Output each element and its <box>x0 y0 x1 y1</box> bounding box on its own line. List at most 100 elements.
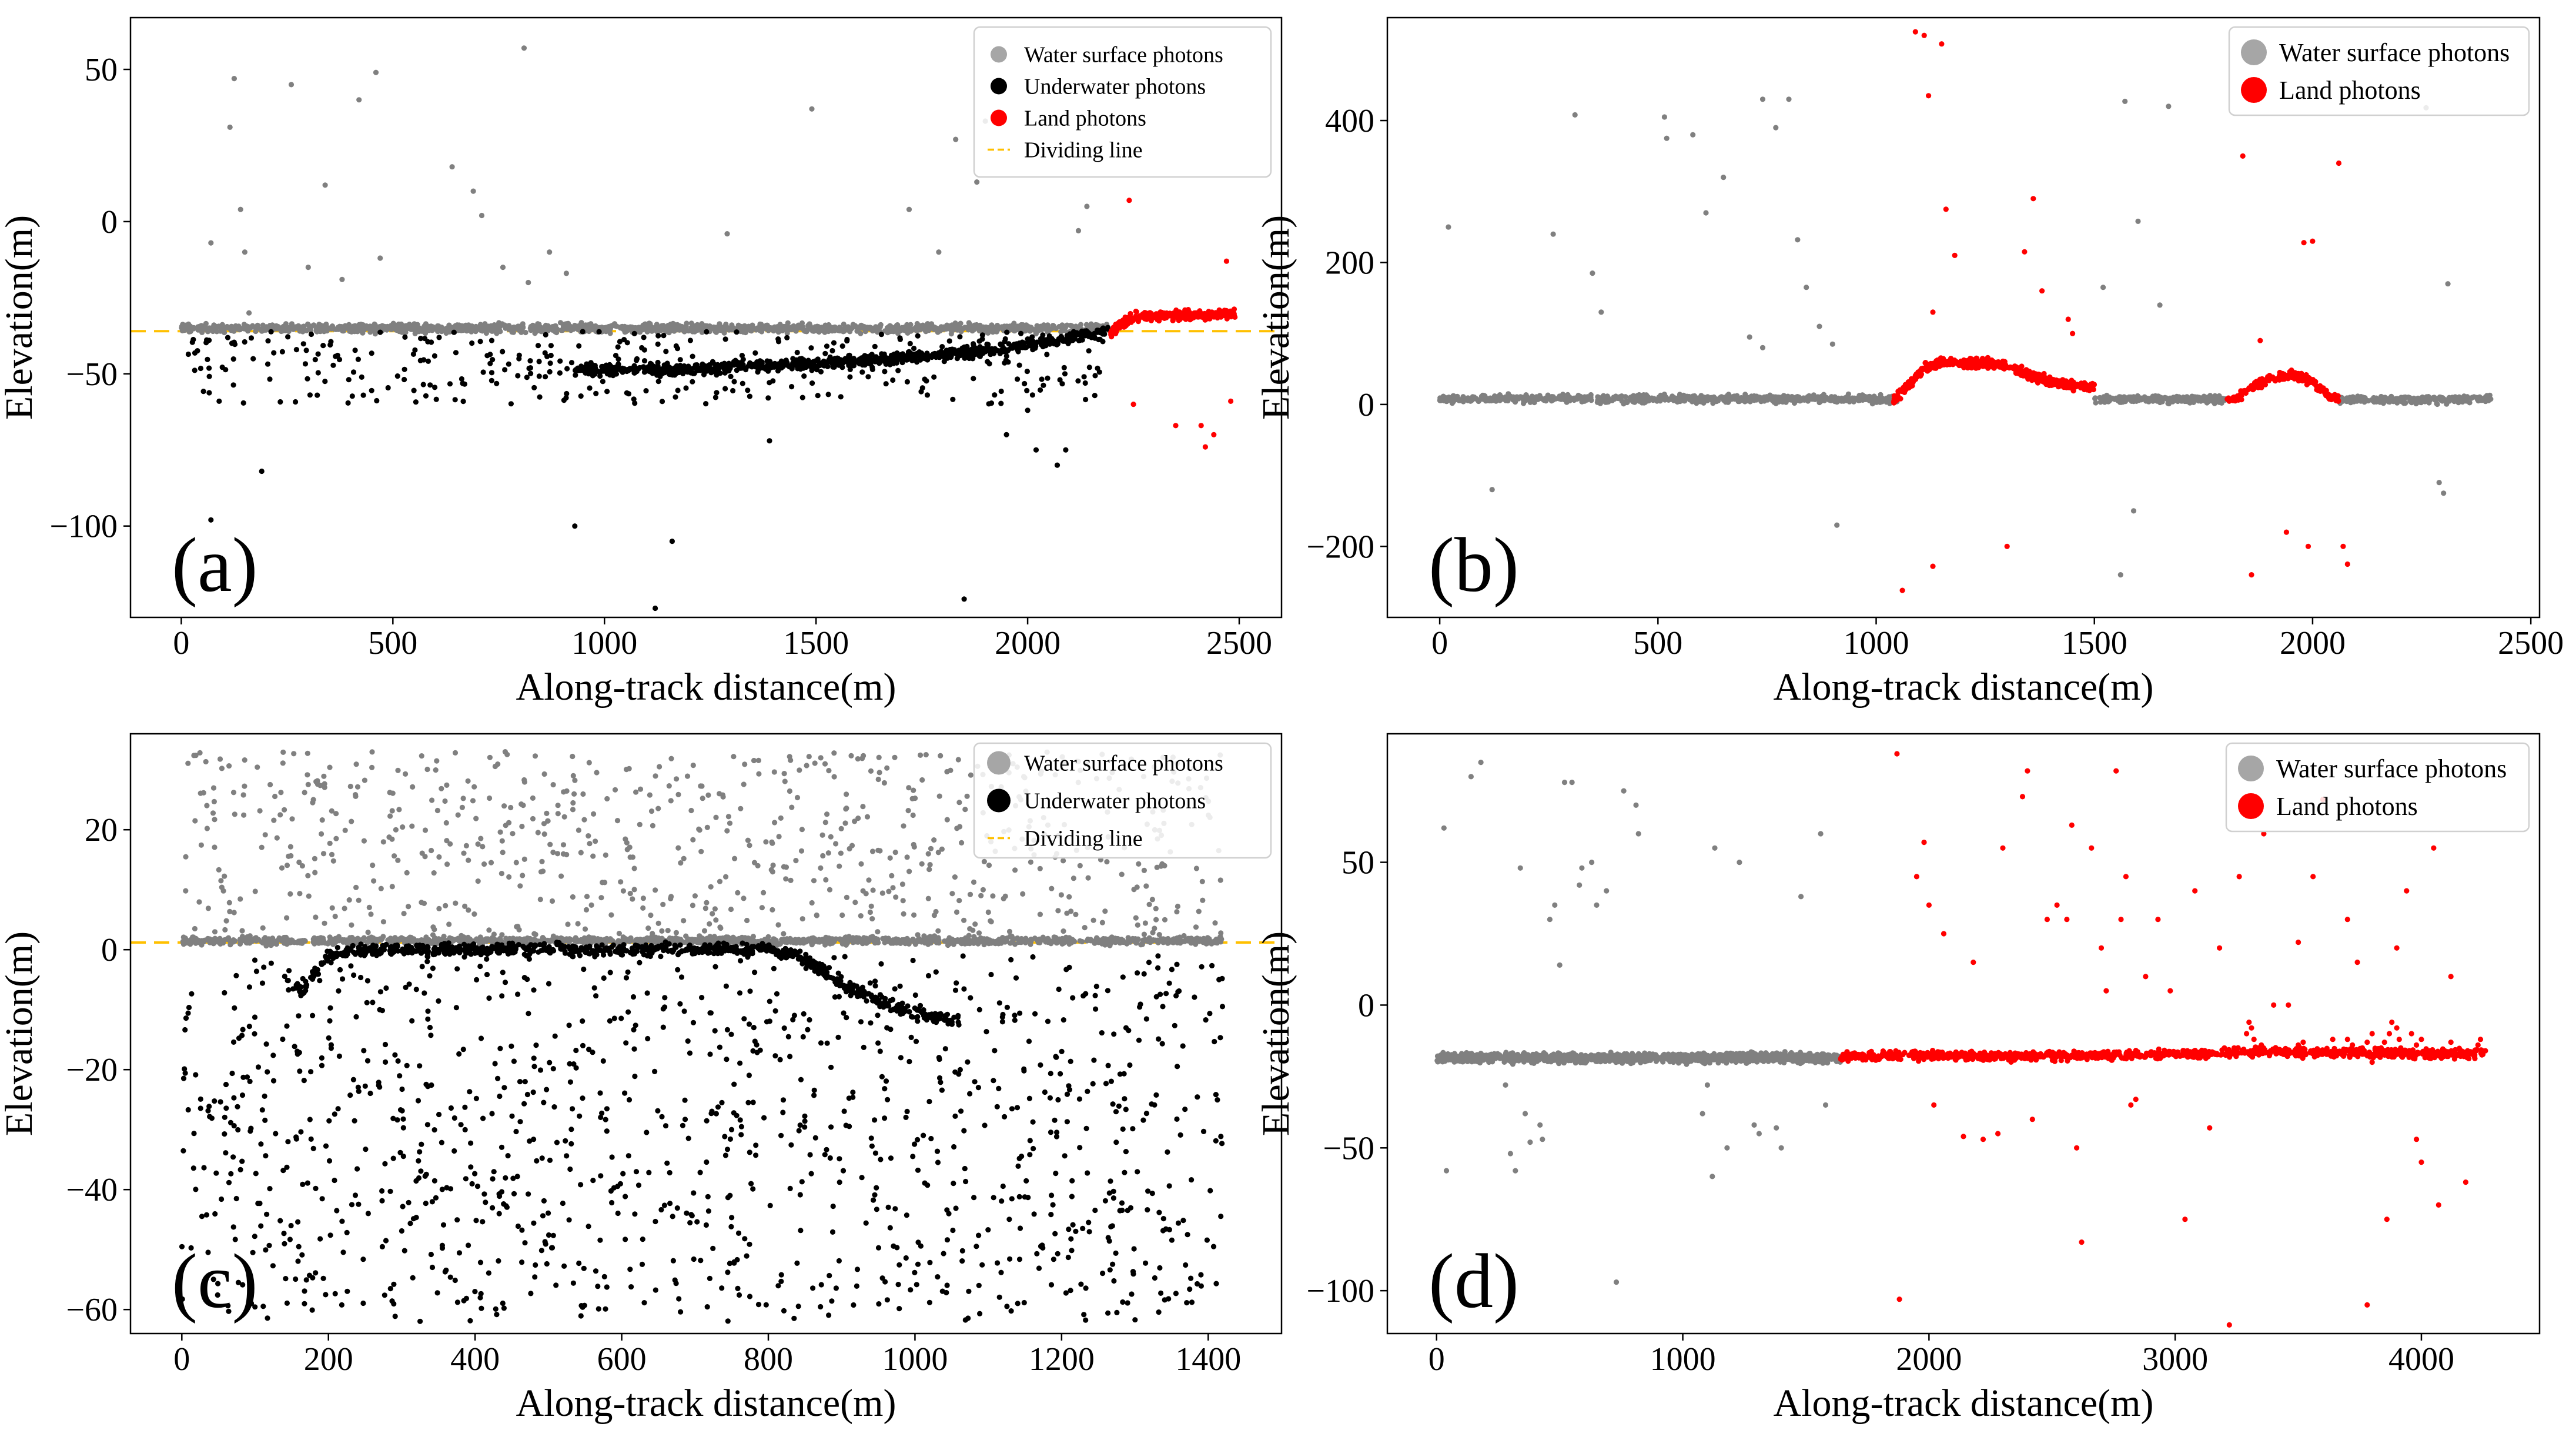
data-point <box>1006 341 1012 347</box>
data-point <box>690 379 695 385</box>
data-point <box>2206 394 2212 400</box>
data-point <box>531 385 537 391</box>
data-point <box>764 322 770 328</box>
data-point <box>653 605 658 611</box>
data-point <box>836 327 842 333</box>
data-point <box>871 358 876 364</box>
data-point <box>330 362 336 368</box>
data-point <box>2073 383 2079 389</box>
data-point <box>578 323 584 330</box>
data-point <box>229 323 235 329</box>
data-point <box>1013 342 1019 348</box>
data-point <box>2151 395 2157 401</box>
data-point <box>620 369 625 375</box>
data-point <box>283 327 289 333</box>
data-point <box>2212 400 2217 406</box>
data-point <box>2070 388 2076 394</box>
data-point <box>521 45 527 51</box>
data-point <box>2303 376 2309 382</box>
data-point <box>1029 392 1035 398</box>
data-point <box>2189 396 2196 402</box>
data-point <box>2425 399 2431 405</box>
data-point <box>433 396 439 402</box>
legend-box <box>973 26 1272 178</box>
data-point <box>1075 228 1082 233</box>
data-point <box>227 124 233 130</box>
data-point <box>2239 388 2245 394</box>
data-point <box>802 328 808 335</box>
data-point <box>615 356 621 362</box>
x-tick-label: 1500 <box>783 625 849 661</box>
data-point <box>699 329 705 335</box>
data-point <box>918 389 924 395</box>
data-point <box>967 322 973 327</box>
data-point <box>1550 231 1556 237</box>
data-point <box>2159 396 2165 402</box>
data-point <box>1786 397 1792 403</box>
data-point <box>899 325 905 330</box>
data-point <box>208 240 214 246</box>
data-point <box>798 323 804 329</box>
data-point <box>524 375 530 380</box>
data-point <box>578 320 584 326</box>
data-point <box>659 399 665 405</box>
data-point <box>2344 561 2350 567</box>
data-point <box>1664 135 1670 141</box>
data-point <box>688 366 694 372</box>
data-point <box>1982 363 1988 369</box>
data-point <box>885 330 891 336</box>
data-point <box>677 357 683 363</box>
data-point <box>809 367 815 373</box>
data-point <box>1012 328 1018 334</box>
data-point <box>670 320 676 326</box>
data-point <box>1198 423 1204 429</box>
data-point <box>1627 395 1633 401</box>
data-point <box>568 360 575 366</box>
data-point <box>230 356 236 362</box>
data-point <box>806 322 812 328</box>
data-point <box>724 231 730 237</box>
data-point <box>447 381 453 387</box>
data-point <box>1945 359 1951 365</box>
data-point <box>1933 362 1939 368</box>
data-point <box>731 379 737 385</box>
data-point <box>179 323 185 329</box>
data-point <box>528 370 534 376</box>
y-tick-label: −100 <box>49 509 118 545</box>
data-point <box>1507 395 1513 401</box>
data-point <box>1116 324 1122 330</box>
data-point <box>352 347 358 353</box>
data-point <box>802 364 808 370</box>
data-point <box>1989 357 1995 363</box>
data-point <box>490 357 496 363</box>
data-point <box>547 249 553 255</box>
data-point <box>313 328 319 334</box>
data-point <box>829 327 836 333</box>
data-point <box>684 320 690 326</box>
data-point <box>331 326 337 332</box>
data-point <box>355 356 362 362</box>
y-tick-label: 0 <box>1358 387 1374 423</box>
data-point <box>557 358 563 364</box>
data-point <box>573 372 578 378</box>
data-point <box>1871 393 1877 399</box>
data-point <box>359 374 364 380</box>
data-point <box>674 370 680 376</box>
data-point <box>1086 365 1092 370</box>
data-point <box>976 338 982 344</box>
data-point <box>1634 393 1640 399</box>
data-point <box>394 373 400 379</box>
data-point <box>2261 380 2268 386</box>
data-point <box>320 343 326 349</box>
legend-marker <box>991 109 1007 126</box>
data-point <box>998 400 1004 406</box>
data-point <box>753 326 759 332</box>
data-point <box>425 358 431 365</box>
data-point <box>2467 400 2473 406</box>
data-point <box>996 326 1002 332</box>
data-point <box>2257 337 2263 343</box>
data-point <box>460 399 466 405</box>
data-point <box>477 339 483 345</box>
